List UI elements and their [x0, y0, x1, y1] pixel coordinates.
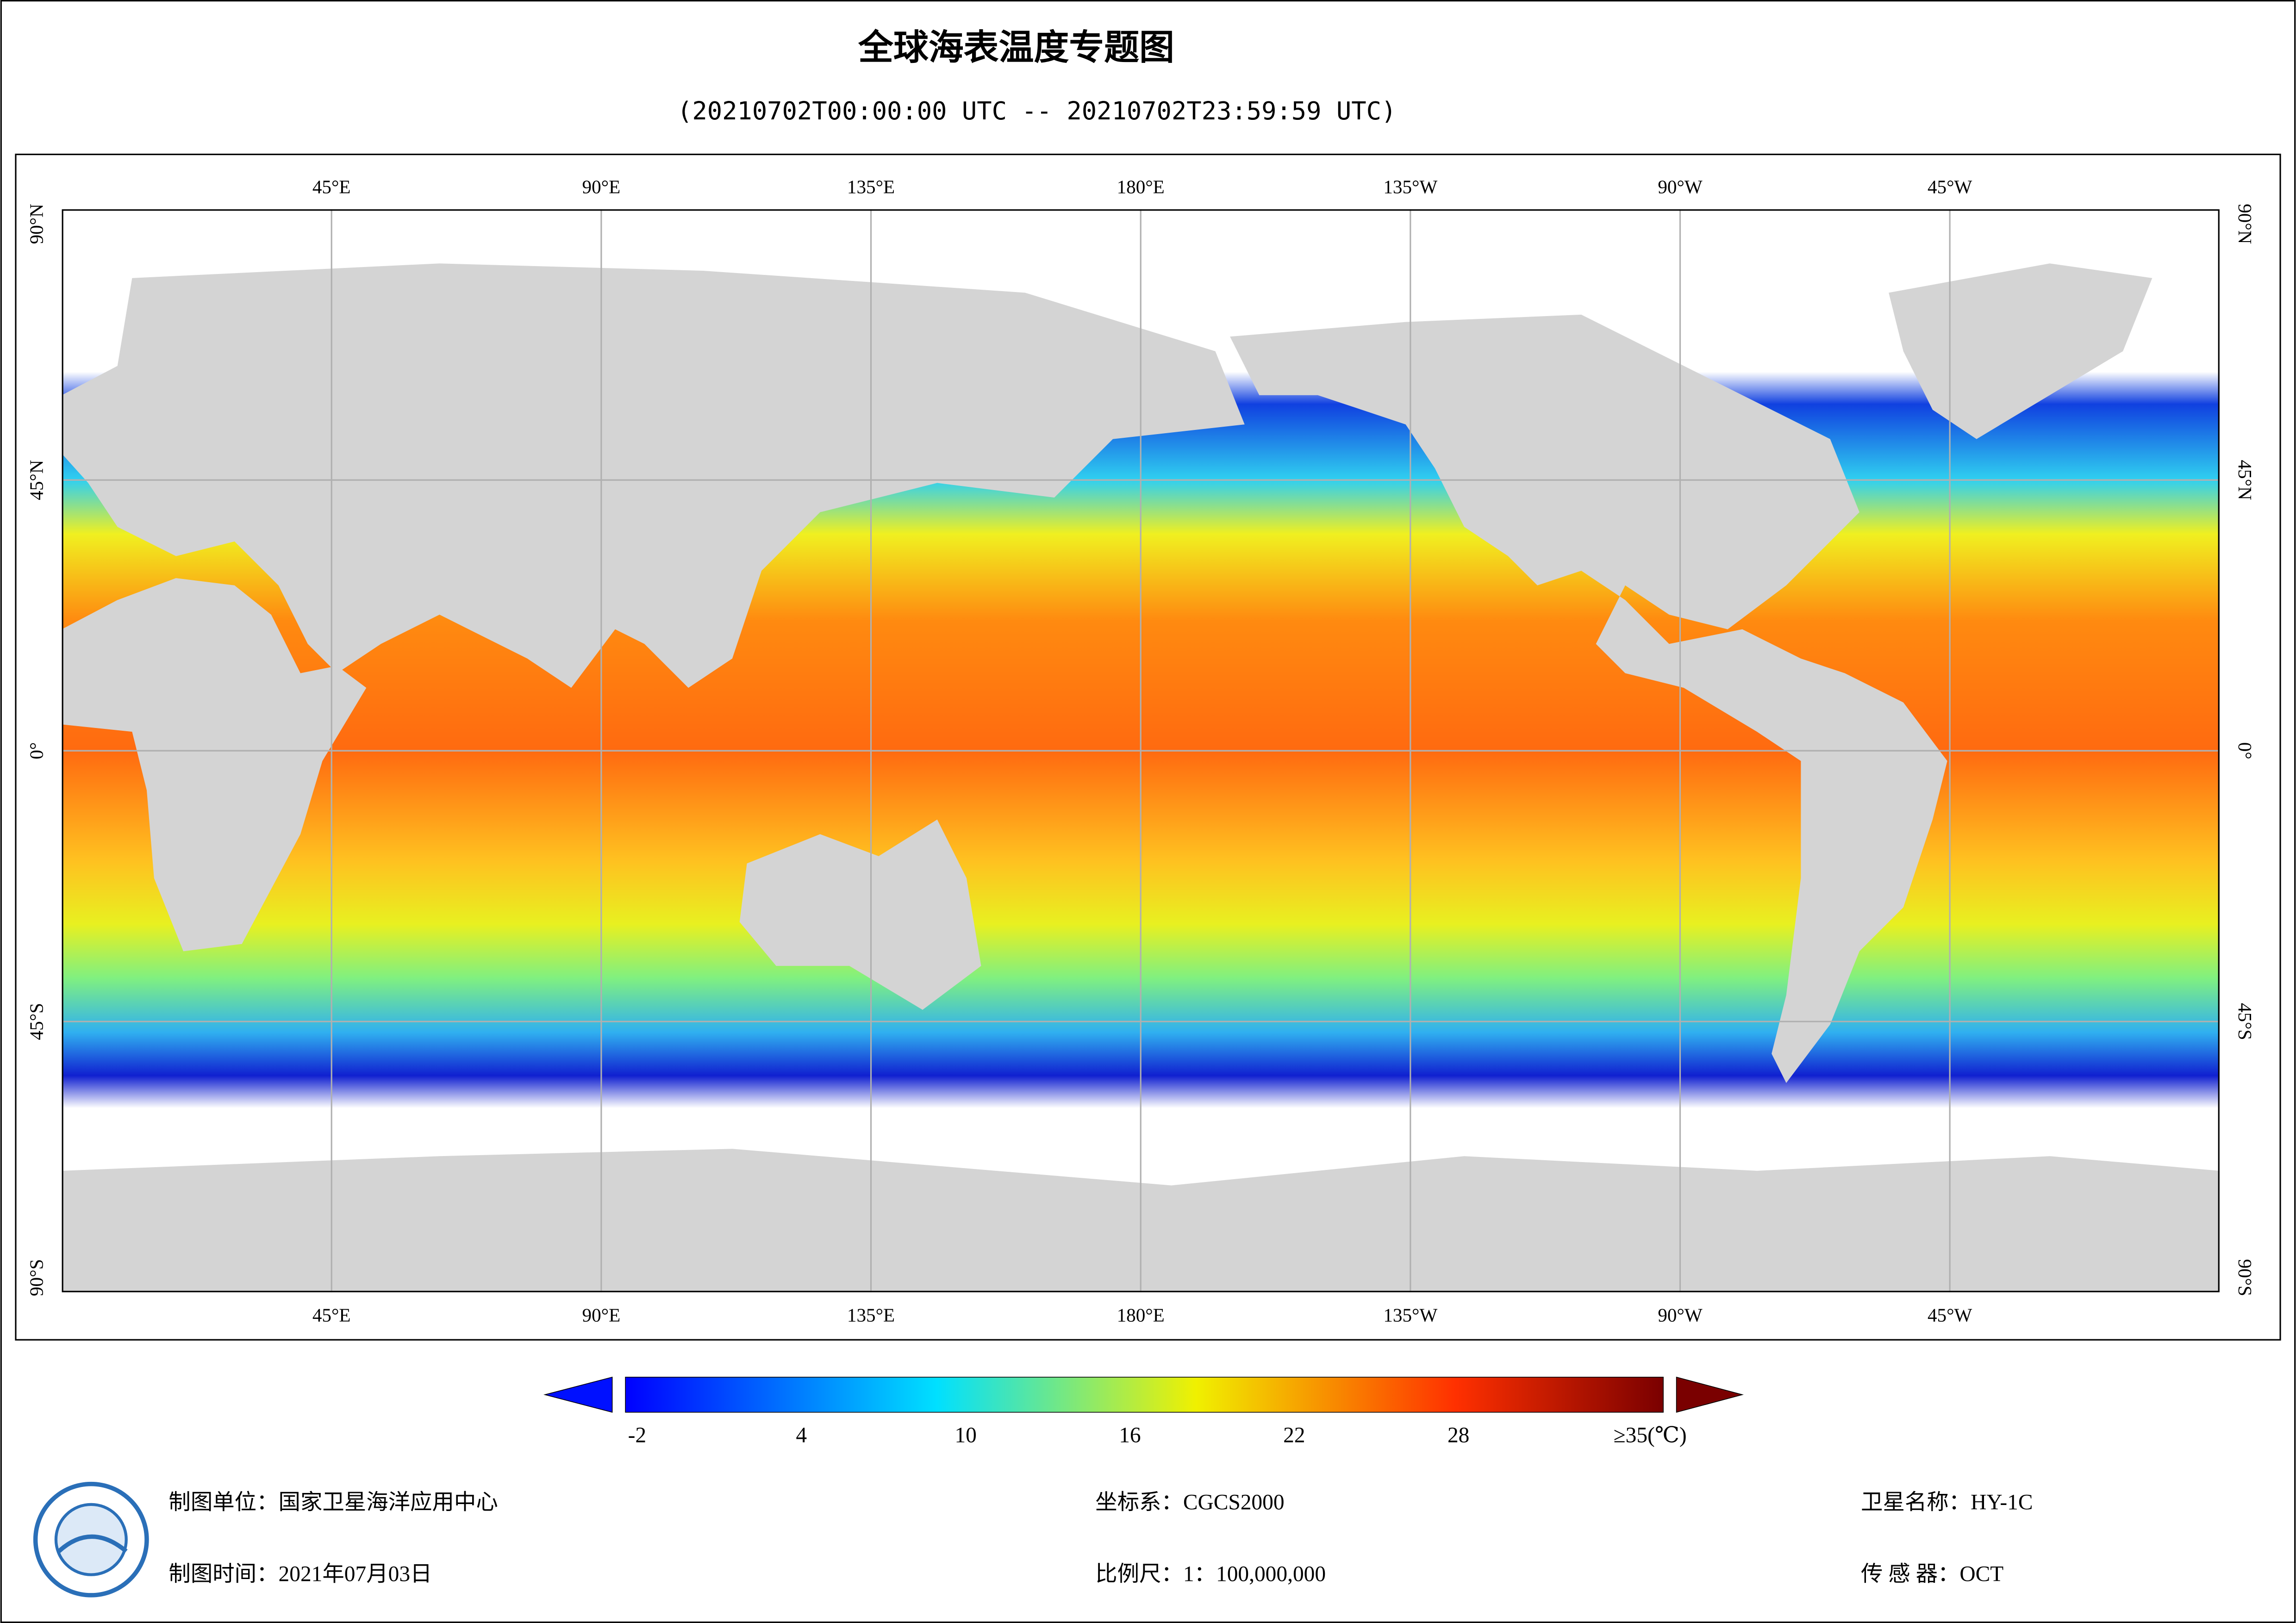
lon-label-top: 135°W	[1383, 176, 1437, 197]
lat-label-left: 90°S	[25, 1259, 47, 1296]
lon-label-bottom: 90°W	[1658, 1305, 1703, 1326]
footer-scale: 比例尺：1：100,000,000	[1095, 1562, 1326, 1586]
lat-label-right: 45°S	[2234, 1003, 2256, 1040]
map-body	[62, 209, 2220, 1293]
lon-label-bottom: 135°W	[1383, 1305, 1437, 1326]
subtitle: (20210702T00:00:00 UTC -- 20210702T23:59…	[677, 96, 1396, 125]
lat-label-right: 45°N	[2234, 460, 2256, 500]
footer-crs: 坐标系：CGCS2000	[1095, 1491, 1284, 1515]
lon-label-top: 90°E	[582, 176, 621, 197]
colorbar-scale	[625, 1376, 1664, 1413]
lon-label-bottom: 180°E	[1117, 1305, 1165, 1326]
colorbar-tick-label: 28	[1447, 1423, 1469, 1447]
colorbar-tick-label: 10	[955, 1423, 976, 1447]
colorbar	[543, 1376, 1744, 1413]
lon-label-top: 45°E	[312, 176, 351, 197]
lat-label-left: 45°N	[25, 460, 47, 500]
lat-label-left: 45°S	[25, 1003, 47, 1040]
map-frame	[15, 154, 2281, 1341]
footer-sensor: 传 感 器：OCT	[1861, 1562, 2003, 1586]
colorbar-over-arrow	[1676, 1376, 1744, 1413]
lon-label-bottom: 90°E	[582, 1305, 621, 1326]
colorbar-tick-label: 16	[1119, 1423, 1141, 1447]
title: 全球海表温度专题图	[858, 27, 1174, 68]
map-border	[62, 209, 2220, 1293]
footer-satellite: 卫星名称：HY-1C	[1861, 1491, 2033, 1515]
lon-label-bottom: 135°E	[847, 1305, 895, 1326]
colorbar-under-arrow	[543, 1376, 613, 1413]
lat-label-right: 90°N	[2234, 204, 2256, 244]
lat-label-right: 0°	[2234, 742, 2256, 759]
logo	[33, 1481, 149, 1598]
lat-label-left: 0°	[25, 742, 47, 759]
lon-label-bottom: 45°W	[1928, 1305, 1972, 1326]
footer-date: 制图时间：2021年07月03日	[168, 1562, 432, 1586]
footer-unit: 制图单位：国家卫星海洋应用中心	[168, 1491, 498, 1515]
graticule	[62, 209, 2220, 1293]
lat-label-right: 90°S	[2234, 1259, 2256, 1296]
colorbar-tick-label: 4	[796, 1423, 807, 1447]
lon-label-top: 135°E	[847, 176, 895, 197]
lon-label-top: 180°E	[1117, 176, 1165, 197]
lon-label-top: 45°W	[1928, 176, 1972, 197]
colorbar-tick-label: 22	[1283, 1423, 1305, 1447]
lon-label-bottom: 45°E	[312, 1305, 351, 1326]
lon-label-top: 90°W	[1658, 176, 1703, 197]
lat-label-left: 90°N	[25, 204, 47, 244]
colorbar-tick-label: -2	[628, 1423, 647, 1447]
colorbar-tick-label: ≥35(℃)	[1614, 1423, 1687, 1447]
